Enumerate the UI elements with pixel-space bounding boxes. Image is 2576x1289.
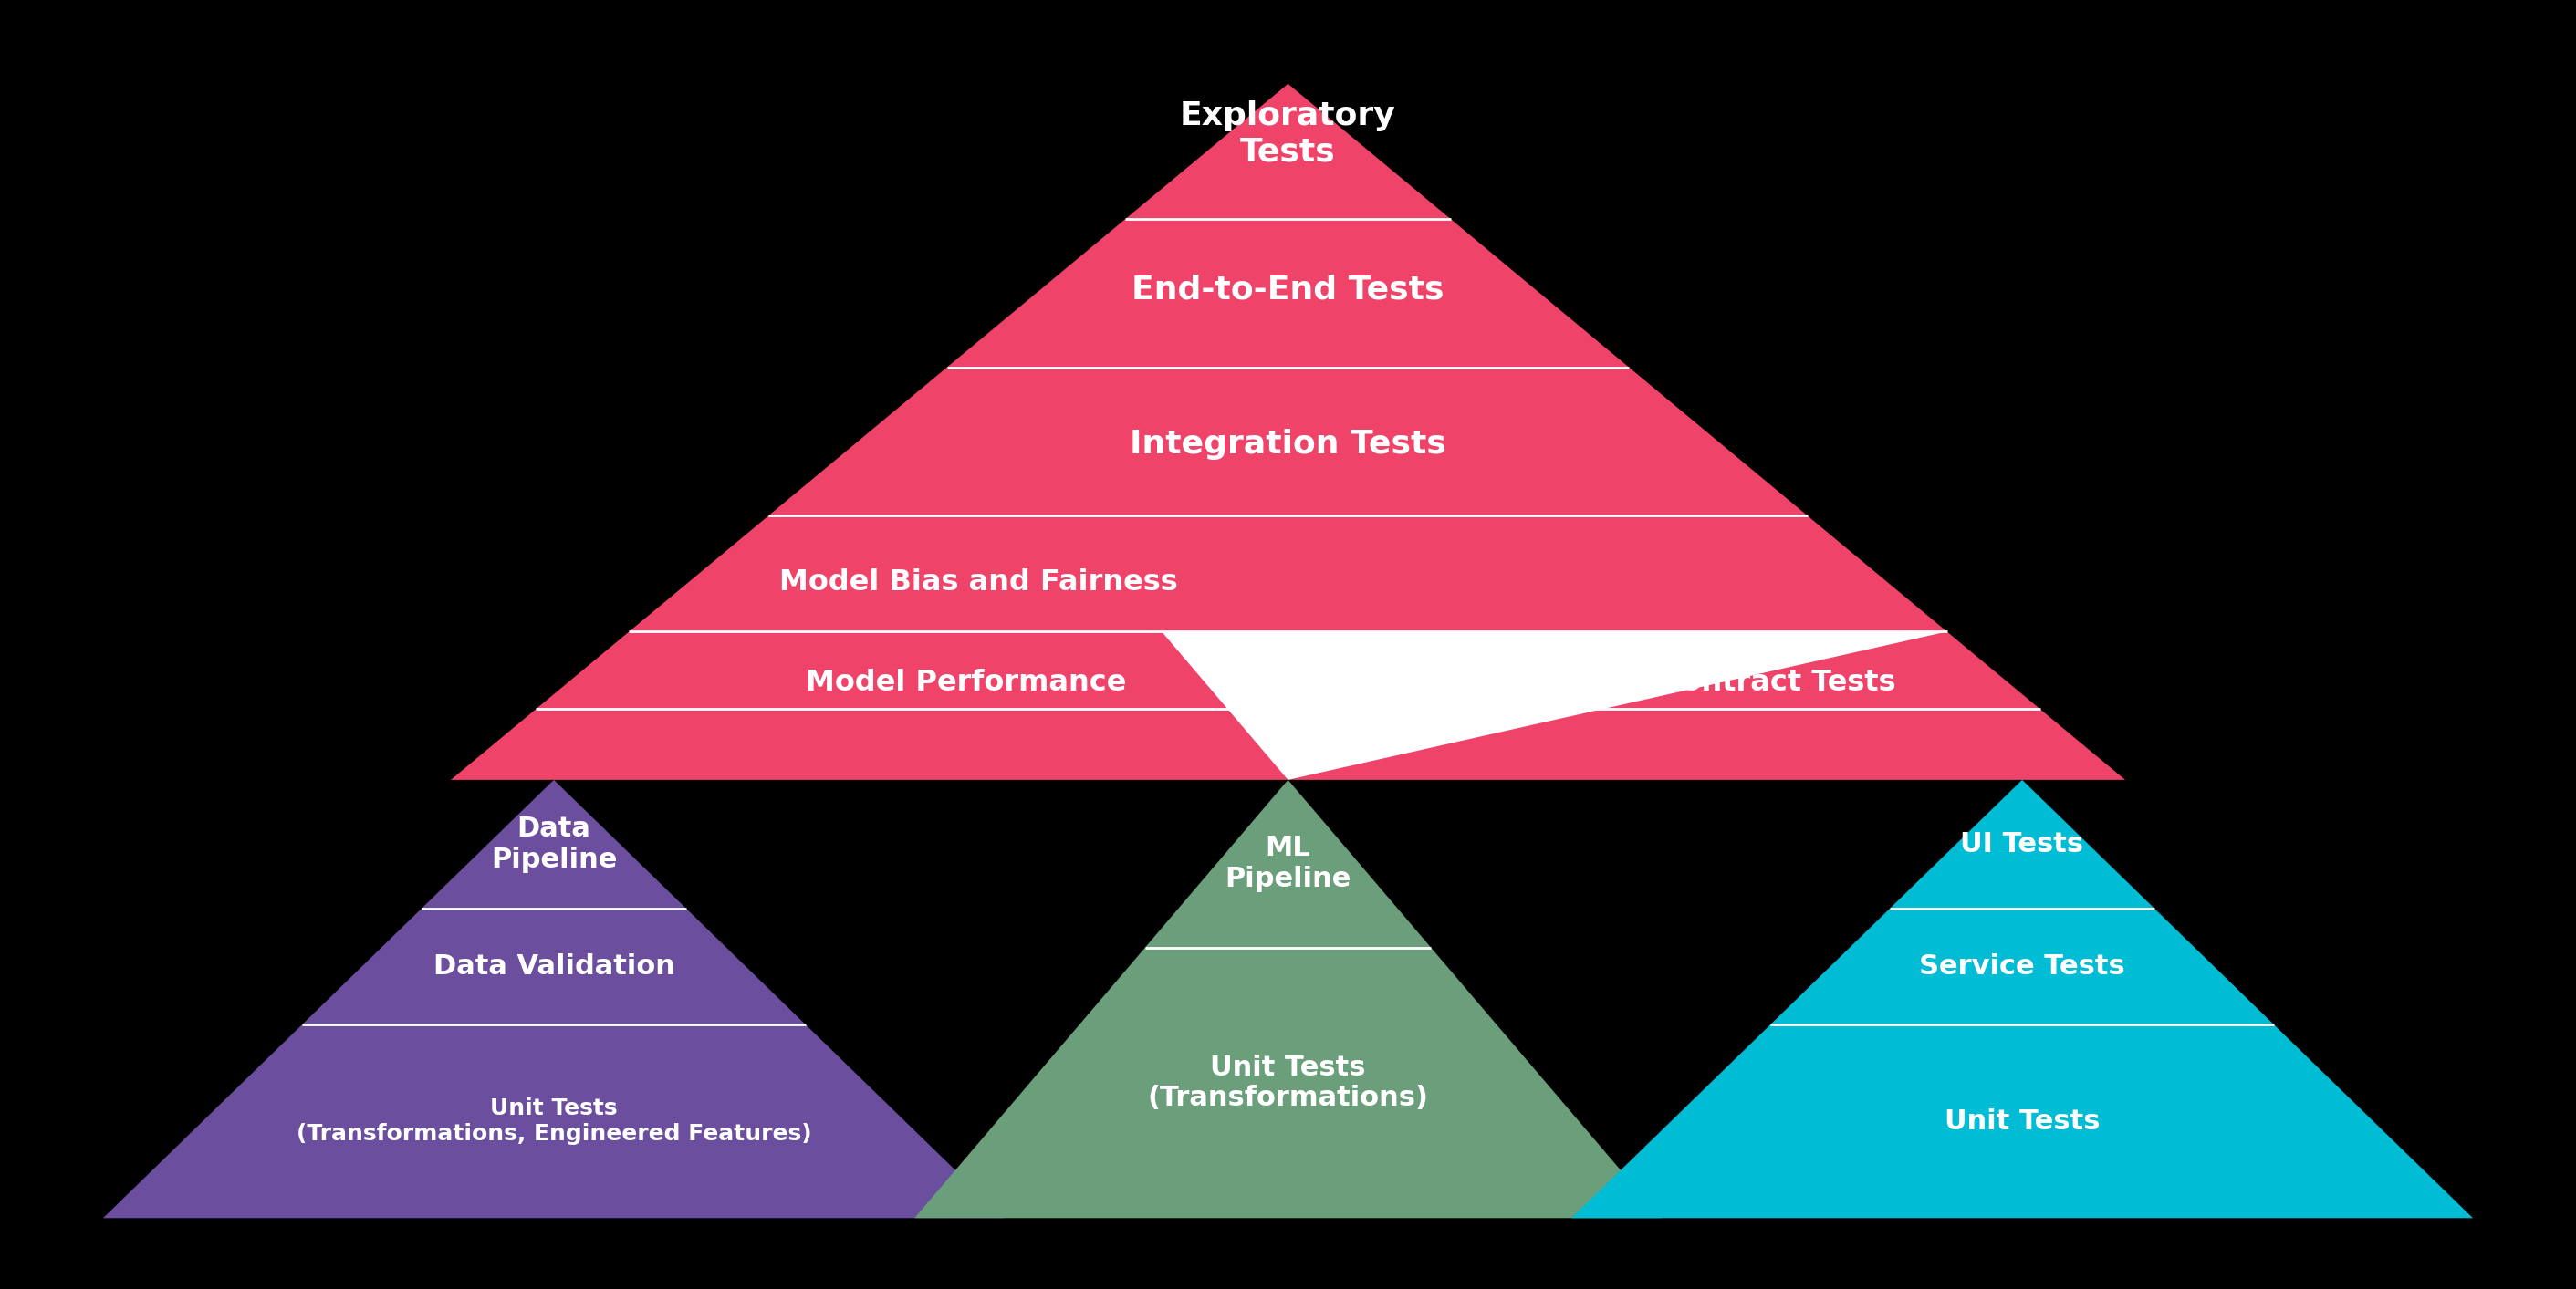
Text: Unit Tests: Unit Tests <box>1945 1109 2099 1134</box>
Text: Service Tests: Service Tests <box>1919 954 2125 980</box>
Polygon shape <box>1162 632 1947 780</box>
Text: Integration Tests: Integration Tests <box>1131 429 1445 460</box>
Text: Data Validation: Data Validation <box>433 954 675 980</box>
Polygon shape <box>103 780 1005 1218</box>
Text: Unit Tests
(Transformations, Engineered Features): Unit Tests (Transformations, Engineered … <box>296 1098 811 1145</box>
Text: Exploratory
Tests: Exploratory Tests <box>1180 101 1396 168</box>
Polygon shape <box>1571 780 2473 1218</box>
Text: Unit Tests
(Transformations): Unit Tests (Transformations) <box>1146 1054 1430 1111</box>
Text: Model Performance: Model Performance <box>806 669 1126 697</box>
Text: Data
Pipeline: Data Pipeline <box>489 816 618 873</box>
Text: UI Tests: UI Tests <box>1960 831 2084 857</box>
Text: End-to-End Tests: End-to-End Tests <box>1131 275 1445 305</box>
Text: Contract Tests: Contract Tests <box>1659 669 1896 697</box>
Polygon shape <box>914 780 1662 1218</box>
Polygon shape <box>451 84 2125 780</box>
Text: ML
Pipeline: ML Pipeline <box>1224 835 1352 892</box>
Text: Model Bias and Fairness: Model Bias and Fairness <box>781 568 1177 597</box>
